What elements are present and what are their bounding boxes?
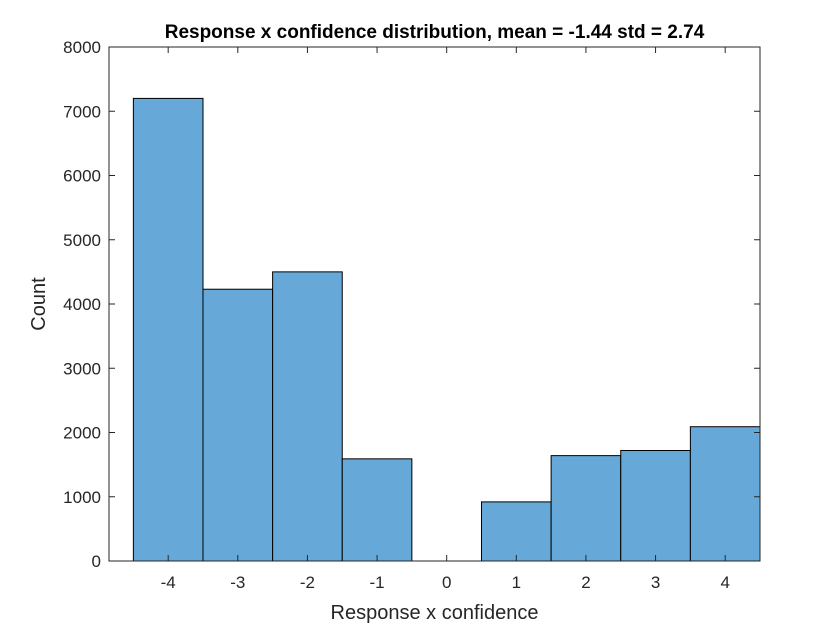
y-tick-label-5000: 5000 [63,231,101,250]
bar--4 [132,97,204,562]
y-tick-label-3000: 3000 [63,359,101,378]
y-tick-label-0: 0 [92,552,101,571]
bar-1 [480,501,552,562]
x-tick-label--1: -1 [369,573,384,592]
bar--1 [341,458,413,562]
bar-2 [550,455,622,562]
y-tick-label-4000: 4000 [63,295,101,314]
x-axis-label: Response x confidence [331,602,539,624]
y-tick-label-1000: 1000 [63,488,101,507]
y-tick-label-2000: 2000 [63,424,101,443]
x-tick-label-3: 3 [651,573,660,592]
y-axis-label: Count [28,277,50,331]
bar--2 [272,271,343,562]
y-tick-label-6000: 6000 [63,167,101,186]
x-tick-label-2: 2 [581,573,590,592]
x-tick-label--2: -2 [300,573,315,592]
x-axis-ticks: -4 -3 -2 -1 0 1 2 3 4 [161,47,730,592]
bar--3 [202,288,274,562]
x-tick-label--4: -4 [161,573,176,592]
y-tick-label-8000: 8000 [63,38,101,57]
y-axis-ticks: 0 1000 2000 3000 4000 5000 6000 7000 8000 [63,38,760,571]
y-tick-label-7000: 7000 [63,102,101,121]
chart-title: Response x confidence distribution, mean… [165,22,705,43]
x-tick-label--3: -3 [230,573,245,592]
bar-3 [620,449,691,562]
bars-layer [132,97,761,562]
bar-4 [689,426,761,562]
x-tick-label-4: 4 [720,573,729,592]
x-tick-label-0: 0 [442,573,451,592]
x-tick-label-1: 1 [512,573,521,592]
